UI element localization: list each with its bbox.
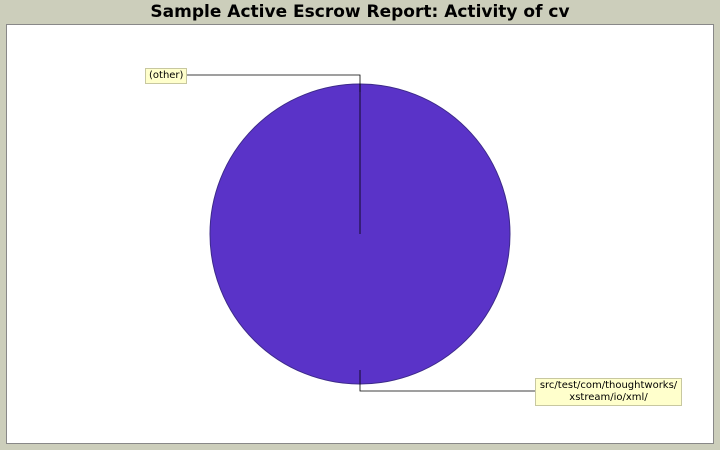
leader-line-other [184, 74, 361, 92]
slice-label-xml: src/test/com/thoughtworks/ xstream/io/xm… [535, 378, 682, 406]
slice-label-other: (other) [145, 68, 188, 84]
slice-label-xml-line-2: xstream/io/xml/ [569, 392, 648, 403]
leader-line-xml [359, 370, 535, 392]
chart-title: Sample Active Escrow Report: Activity of… [150, 2, 570, 22]
slice-label-xml-line-1: src/test/com/thoughtworks/ [539, 380, 678, 391]
